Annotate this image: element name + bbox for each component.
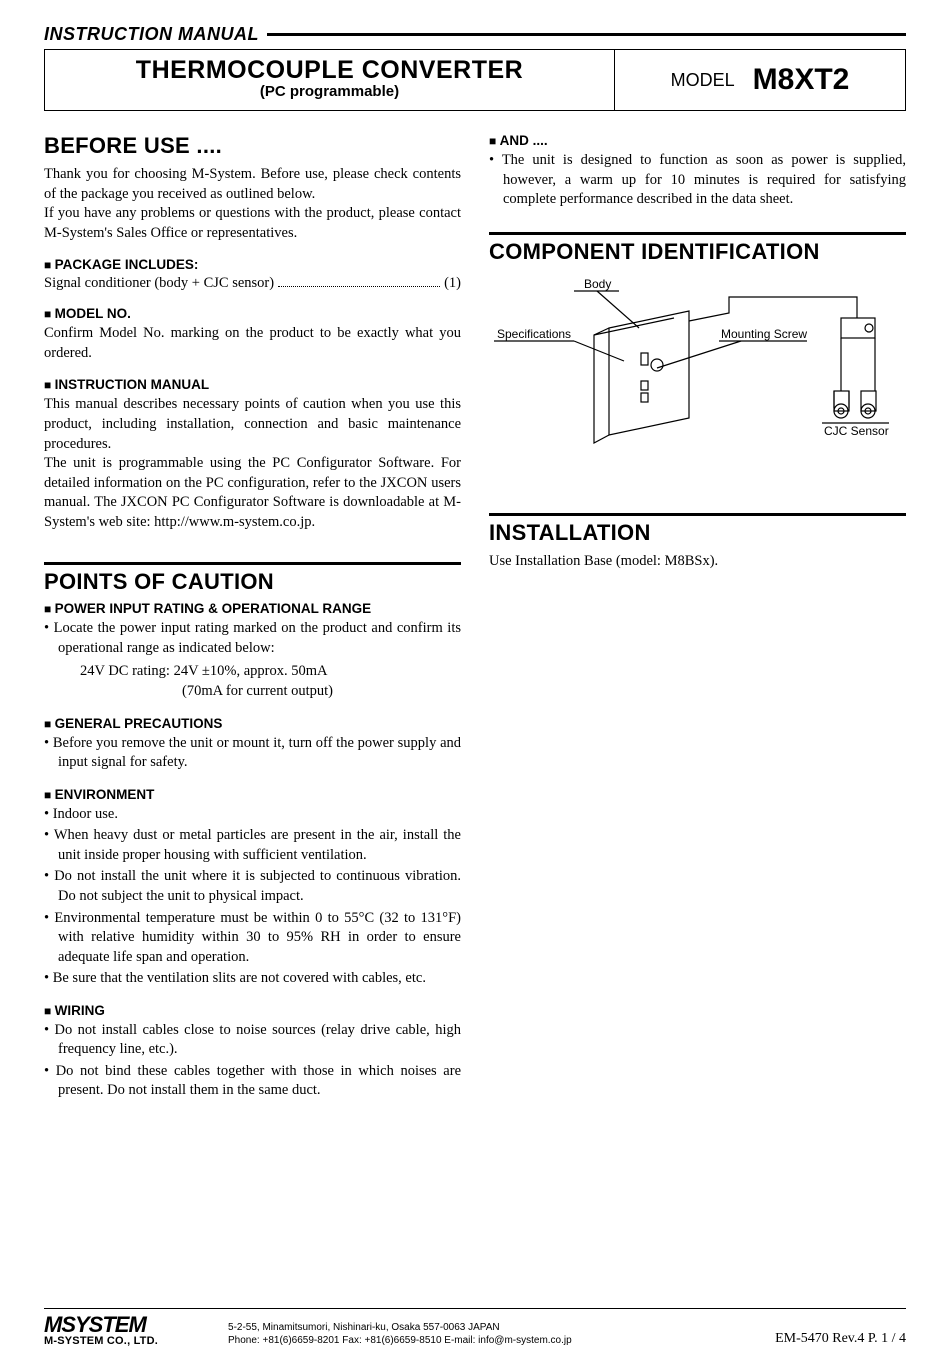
instruction-manual-text: This manual describes necessary points o… [44,395,461,532]
and-bullet-1: The unit is designed to function as soon… [489,151,906,210]
subhead-package: PACKAGE INCLUDES: [44,257,461,272]
footer-company-name: M-SYSTEM CO., LTD. [44,1335,158,1347]
package-item-label: Signal conditioner (body + CJC sensor) [44,275,274,292]
package-item-qty: (1) [444,275,461,292]
wiring-bullets: Do not install cables close to noise sou… [44,1021,461,1101]
model-cell: MODEL M8XT2 [615,50,905,110]
subhead-environment: ENVIRONMENT [44,787,461,802]
section-installation: INSTALLATION [489,513,906,546]
env-bullet-2: When heavy dust or metal particles are p… [44,826,461,865]
footer-address-line-1: 5-2-55, Minamitsumori, Nishinari-ku, Osa… [228,1321,775,1334]
footer-logo-block: MSYSTEM M-SYSTEM CO., LTD. [44,1315,158,1347]
subhead-instruction-manual: INSTRUCTION MANUAL [44,377,461,392]
subhead-general-precautions: GENERAL PRECAUTIONS [44,716,461,731]
subhead-and: AND .... [489,133,906,148]
subhead-model-no: MODEL NO. [44,306,461,321]
footer-doc-ref: EM-5470 Rev.4 P. 1 / 4 [775,1331,906,1347]
instruction-manual-bar: INSTRUCTION MANUAL [44,24,906,45]
diagram-label-body: Body [584,277,611,291]
component-diagram: Body Specifications [489,273,906,473]
model-number: M8XT2 [753,63,850,97]
diagram-label-spec: Specifications [497,327,571,341]
document-header: INSTRUCTION MANUAL THERMOCOUPLE CONVERTE… [44,24,906,111]
general-bullet-1: Before you remove the unit or mount it, … [44,734,461,773]
dotted-leader [278,286,440,287]
section-before-use: BEFORE USE .... [44,133,461,159]
environment-bullets: Indoor use. When heavy dust or metal par… [44,805,461,989]
right-column: AND .... The unit is designed to functio… [489,133,906,1115]
diagram-label-screw: Mounting Screw [721,327,807,341]
instruction-manual-label: INSTRUCTION MANUAL [44,24,259,45]
wiring-bullet-1: Do not install cables close to noise sou… [44,1021,461,1060]
subhead-wiring: WIRING [44,1003,461,1018]
footer-rule [44,1308,906,1309]
subhead-power: POWER INPUT RATING & OPERATIONAL RANGE [44,601,461,616]
env-bullet-5: Be sure that the ventilation slits are n… [44,969,461,989]
section-component-id: COMPONENT IDENTIFICATION [489,232,906,265]
footer-address: 5-2-55, Minamitsumori, Nishinari-ku, Osa… [158,1321,775,1347]
page-footer: MSYSTEM M-SYSTEM CO., LTD. 5-2-55, Minam… [44,1308,906,1347]
installation-text: Use Installation Base (model: M8BSx). [489,552,906,572]
footer-address-line-2: Phone: +81(6)6659-8201 Fax: +81(6)6659-8… [228,1334,775,1347]
left-column: BEFORE USE .... Thank you for choosing M… [44,133,461,1115]
title-main-cell: THERMOCOUPLE CONVERTER (PC programmable) [45,50,615,110]
power-bullet-1: Locate the power input rating marked on … [44,619,461,658]
two-column-layout: BEFORE USE .... Thank you for choosing M… [44,133,906,1115]
power-bullets: Locate the power input rating marked on … [44,619,461,658]
model-no-text: Confirm Model No. marking on the product… [44,324,461,363]
env-bullet-3: Do not install the unit where it is subj… [44,867,461,906]
and-bullets: The unit is designed to function as soon… [489,151,906,210]
header-rule [267,33,906,36]
general-bullets: Before you remove the unit or mount it, … [44,734,461,773]
package-item-row: Signal conditioner (body + CJC sensor) (… [44,275,461,292]
title-box: THERMOCOUPLE CONVERTER (PC programmable)… [44,49,906,111]
product-subtitle: (PC programmable) [53,83,606,100]
power-rating-line-1: 24V DC rating: 24V ±10%, approx. 50mA [44,662,461,682]
power-rating-line-2: (70mA for current output) [44,682,461,702]
footer-logo: MSYSTEM [44,1315,158,1335]
wiring-bullet-2: Do not bind these cables together with t… [44,1062,461,1101]
model-label: MODEL [671,70,735,91]
diagram-label-cjc: CJC Sensor [824,424,889,438]
env-bullet-4: Environmental temperature must be within… [44,909,461,968]
before-use-intro: Thank you for choosing M-System. Before … [44,165,461,243]
product-title: THERMOCOUPLE CONVERTER [53,56,606,85]
env-bullet-1: Indoor use. [44,805,461,825]
section-points-of-caution: POINTS OF CAUTION [44,562,461,595]
